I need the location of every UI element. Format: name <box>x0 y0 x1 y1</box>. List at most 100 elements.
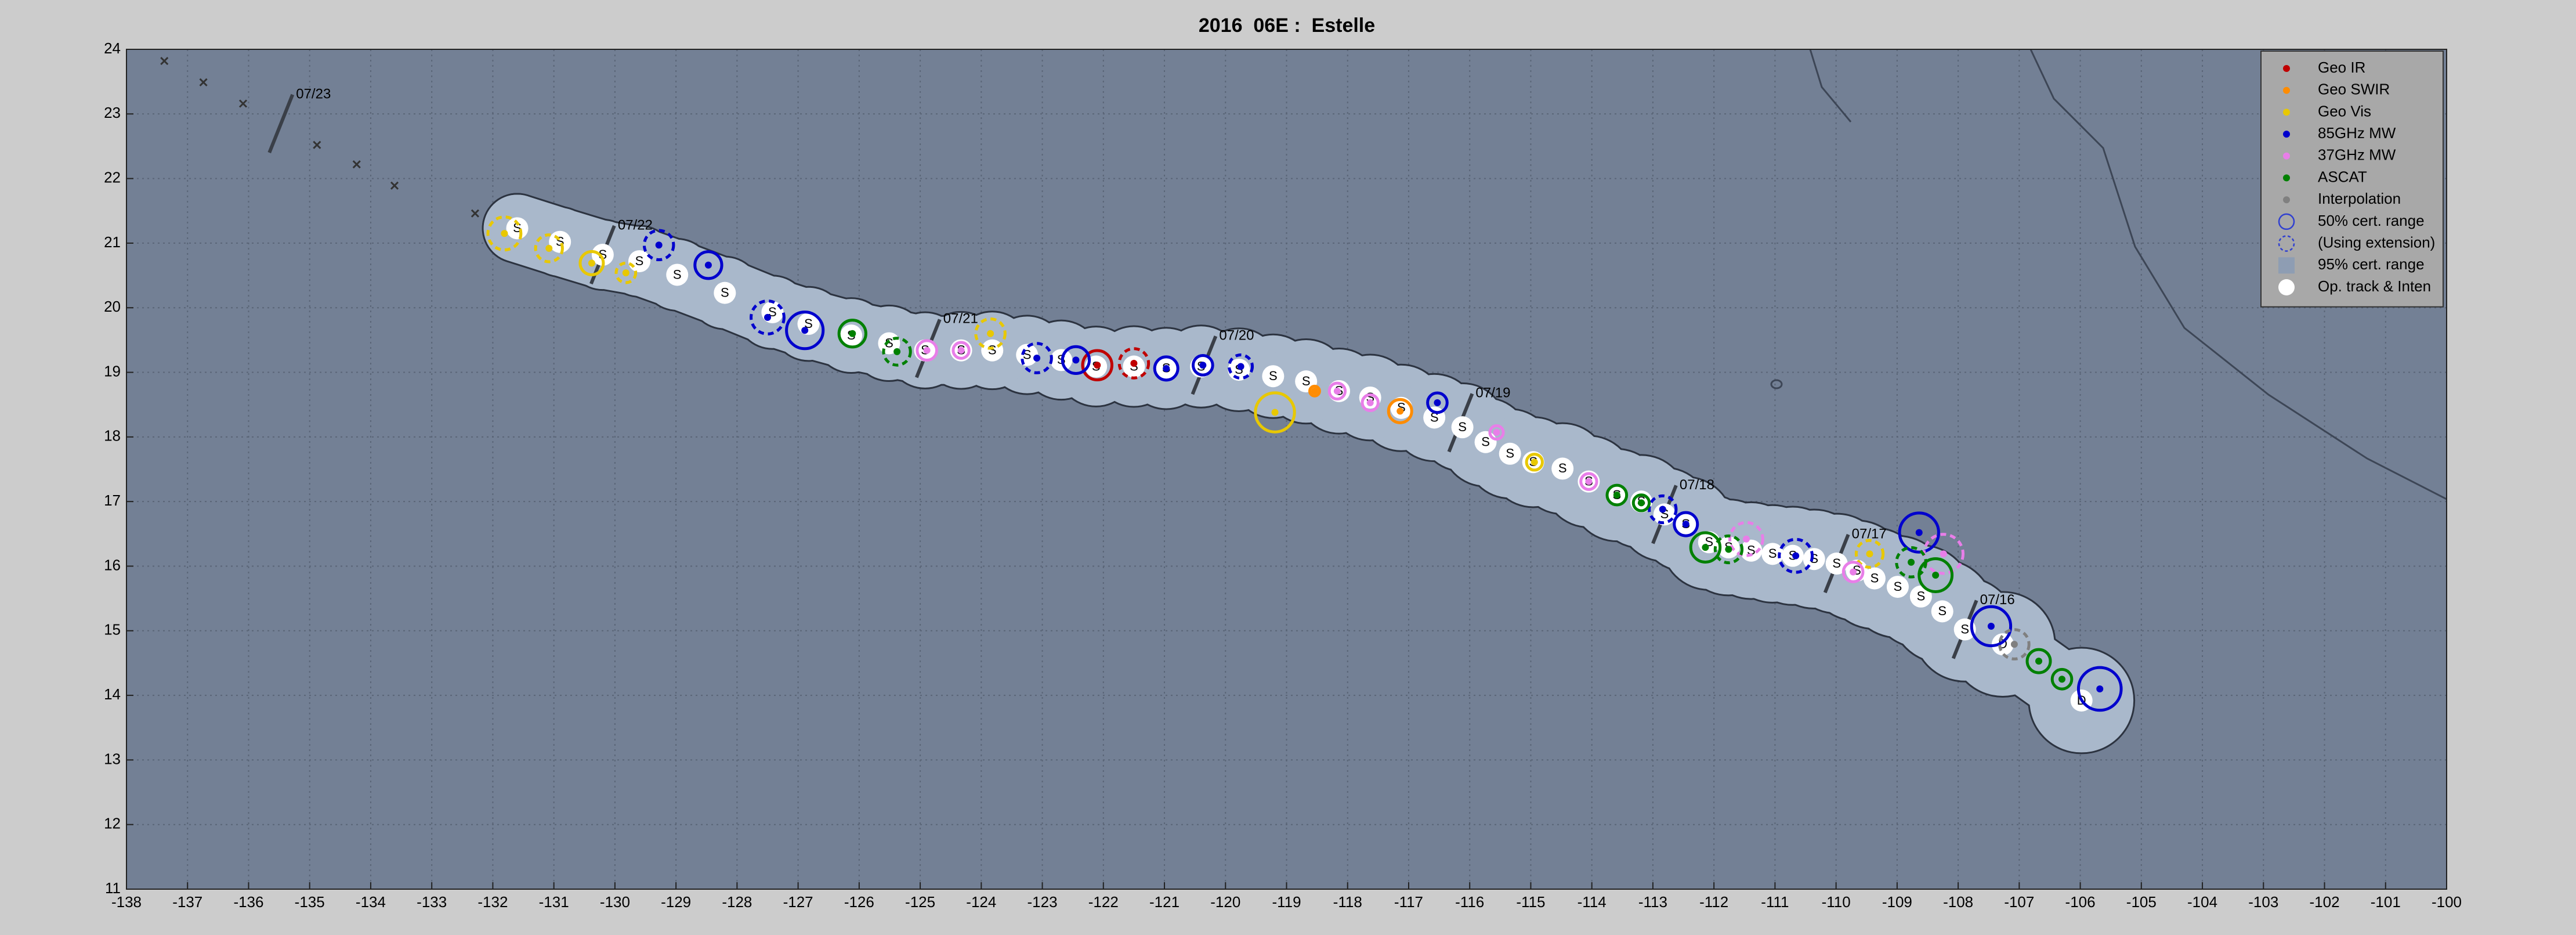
y-tick-label: 19 <box>104 362 121 380</box>
coastline <box>2029 49 2447 500</box>
y-tick-label: 18 <box>104 427 121 445</box>
land <box>1770 49 2447 500</box>
cert-ring <box>1117 347 1150 380</box>
fix-point <box>1493 429 1500 436</box>
fix-point <box>501 230 508 237</box>
op-intensity-label: S <box>1302 374 1311 388</box>
cert-ring <box>1648 494 1678 525</box>
fix-point <box>987 330 994 337</box>
cert-ring <box>785 311 825 351</box>
fix-point <box>1659 506 1666 513</box>
cert-ring <box>1153 355 1180 382</box>
cert-ring <box>1778 537 1814 574</box>
x-tick-label: -109 <box>1882 893 1912 911</box>
fix-point <box>1271 409 1279 416</box>
cert-ring <box>642 229 675 262</box>
x-tick-label: -124 <box>966 893 996 911</box>
fix-point <box>1366 399 1374 406</box>
date-label: 07/23 <box>296 86 331 102</box>
fix-point <box>655 241 663 249</box>
fix-point <box>1940 550 1947 558</box>
op-track-point <box>1262 365 1285 388</box>
cert-ring <box>1970 605 2013 648</box>
x-tick-label: -118 <box>1333 893 1362 911</box>
x-tick-label: -131 <box>539 893 569 911</box>
cert-ring <box>1327 381 1347 400</box>
op-track-point <box>1551 457 1574 480</box>
y-tick-label: 22 <box>104 168 121 186</box>
x-tick-label: -106 <box>2065 893 2096 911</box>
cert-ring <box>578 250 605 276</box>
x-tick-label: -127 <box>783 893 813 911</box>
y-tick-label: 24 <box>104 39 121 57</box>
y-tick-label: 11 <box>105 879 121 897</box>
date-label: 07/22 <box>618 217 653 233</box>
fix-point <box>1199 362 1207 369</box>
fix-point <box>1725 546 1732 553</box>
x-tick-label: -120 <box>1210 893 1240 911</box>
fix-point <box>1311 387 1318 395</box>
cert-ring <box>1021 342 1053 374</box>
y-tick-label: 17 <box>104 492 121 509</box>
fix-point <box>1613 492 1620 499</box>
cert-ring <box>693 250 723 280</box>
legend-marker <box>2278 279 2295 295</box>
x-tick-label: -129 <box>661 893 691 911</box>
fix-point <box>923 346 931 354</box>
fix-point <box>957 346 965 354</box>
cert-ring <box>1854 539 1885 569</box>
x-tick-label: -103 <box>2248 893 2278 911</box>
fix-point <box>1333 387 1341 395</box>
fix-point <box>1531 459 1538 466</box>
x-tick-label: -107 <box>2004 893 2034 911</box>
op-track-point <box>549 230 571 253</box>
fix-point <box>1033 355 1041 362</box>
x-tick-label: -113 <box>1638 893 1667 911</box>
fix-point <box>1237 363 1244 370</box>
fix-point <box>545 244 553 252</box>
op-intensity-label: S <box>1506 446 1514 461</box>
history-point <box>313 140 321 149</box>
fix-point <box>1585 478 1593 485</box>
legend-marker <box>2283 196 2290 204</box>
x-tick-label: -116 <box>1455 893 1484 911</box>
x-tick-label: -135 <box>295 893 325 911</box>
cert-ring <box>1488 424 1505 441</box>
op-track-point <box>506 217 529 240</box>
op-intensity-label: S <box>1558 461 1567 475</box>
cert-ring <box>974 317 1007 350</box>
cert-ring <box>1387 398 1413 424</box>
x-tick-label: -117 <box>1394 893 1423 911</box>
date-label: 07/21 <box>943 311 978 327</box>
legend-marker <box>2283 86 2290 94</box>
cert-ring <box>614 261 638 284</box>
op-track-point <box>1740 539 1763 562</box>
cert-ring <box>750 299 786 335</box>
x-tick-label: -115 <box>1516 893 1545 911</box>
x-tick-label: -111 <box>1761 893 1789 911</box>
cert-ring <box>916 339 938 362</box>
x-tick-label: -125 <box>905 893 935 911</box>
y-tick-label: 21 <box>104 233 121 251</box>
op-track-point <box>1228 359 1250 381</box>
island <box>1770 379 1783 389</box>
legend-label: Interpolation <box>2318 190 2401 207</box>
x-tick-label: -108 <box>1943 893 1973 911</box>
date-label: 07/19 <box>1475 385 1510 401</box>
x-tick-label: -126 <box>844 893 874 911</box>
cert-ring <box>1728 521 1764 557</box>
cert-ring <box>1191 353 1214 377</box>
op-intensity-label: S <box>1917 589 1926 604</box>
x-tick-label: -100 <box>2432 893 2462 911</box>
y-tick-label: 16 <box>104 556 121 573</box>
legend-label: 95% cert. range <box>2318 255 2425 273</box>
fix-point <box>1932 572 1940 579</box>
date-label: 07/16 <box>1980 592 2015 608</box>
op-track-point <box>666 263 689 286</box>
cert-ring <box>1254 391 1296 434</box>
x-tick-label: -114 <box>1578 893 1607 911</box>
fix-point <box>704 261 712 269</box>
cert-ring <box>1713 534 1744 565</box>
